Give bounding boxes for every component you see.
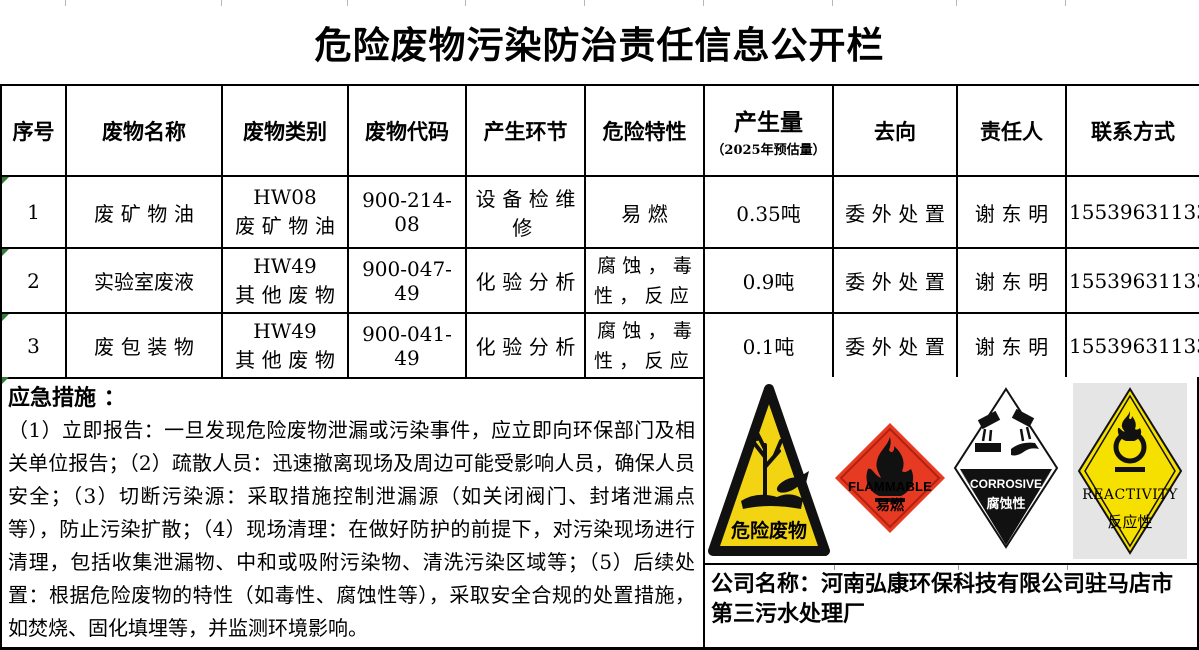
cell-corner-flag (3, 178, 9, 184)
hazardous-waste-sign-label: 危险废物 (730, 520, 807, 542)
table-row: 2 实验室废液 HW49 其他废物 900-047-49 化验分析 腐蚀，毒性，… (0, 247, 1199, 314)
gridline-stub (956, 0, 957, 6)
bottom-section: 应急措施 ： （1）立即报告：一旦发现危险废物泄漏或污染事件，应立即向环保部门及… (0, 377, 1199, 650)
header-waste-name: 废物名称 (65, 84, 223, 177)
header-contact: 联系方式 (1065, 84, 1199, 177)
cell-hazard-property: 腐蚀，毒性，反应 (584, 247, 705, 314)
gridline-stub (1065, 0, 1066, 6)
header-responsible: 责任人 (956, 84, 1067, 177)
header-amount: 产生量 （2025年预估量） (703, 84, 834, 177)
flammable-sign: FLAMMABLE 易燃 (833, 421, 947, 535)
cell-waste-category: HW49 其他废物 (221, 312, 349, 379)
cell-waste-code: 900-047-49 (347, 247, 467, 314)
cell-generation-stage: 化验分析 (465, 247, 586, 314)
cell-responsible: 谢东明 (956, 175, 1067, 249)
corrosive-diamond-icon (953, 387, 1059, 549)
company-name-panel: 公司名称：河南弘康环保科技有限公司驻马店市第三污水处理厂 (705, 563, 1197, 647)
waste-table: 序号 废物名称 废物类别 废物代码 产生环节 危险特性 产生量 （2025年预估… (0, 84, 1199, 379)
header-seq: 序号 (0, 84, 67, 177)
cell-waste-code: 900-214-08 (347, 175, 467, 249)
cell-amount: 0.35吨 (703, 175, 834, 249)
flammable-sign-label-zh: 易燃 (876, 498, 904, 514)
gridline-stub (465, 0, 466, 6)
gridline-stub (65, 0, 66, 6)
cell-seq: 2 (0, 247, 67, 314)
cell-responsible: 谢东明 (956, 312, 1067, 379)
page-title: 危险废物污染防治责任信息公开栏 (314, 23, 885, 67)
header-generation-stage: 产生环节 (465, 84, 586, 177)
cell-contact: 15539631133 (1065, 312, 1199, 379)
cell-destination: 委外处置 (832, 312, 958, 379)
header-amount-note: （2025年预估量） (711, 143, 826, 158)
cell-contact: 15539631133 (1065, 175, 1199, 249)
header-waste-category: 废物类别 (221, 84, 349, 177)
flammable-sign-label-en: FLAMMABLE (847, 479, 933, 494)
gridline-stub (834, 565, 835, 570)
cell-amount: 0.1吨 (703, 312, 834, 379)
cell-amount: 0.9吨 (703, 247, 834, 314)
hazardous-waste-sign: 危险废物 (707, 379, 831, 561)
table-header-row: 序号 废物名称 废物类别 废物代码 产生环节 危险特性 产生量 （2025年预估… (0, 84, 1199, 177)
gridline-stub (958, 565, 959, 570)
cell-corner-flag (3, 315, 9, 321)
cell-generation-stage: 化验分析 (465, 312, 586, 379)
cell-waste-code: 900-041-49 (347, 312, 467, 379)
reactivity-sign: REACTIVITY 反应性 (1073, 383, 1187, 559)
cell-destination: 委外处置 (832, 175, 958, 249)
cell-contact: 15539631133 (1065, 247, 1199, 314)
reactivity-sign-label-zh: 反应性 (1107, 513, 1153, 531)
signs-and-company: 危险废物 FLAMMABLE 易燃 (705, 377, 1197, 647)
hazard-signs-row: 危险废物 FLAMMABLE 易燃 (705, 377, 1197, 563)
cell-waste-name: 实验室废液 (65, 247, 223, 314)
company-name-text: 公司名称：河南弘康环保科技有限公司驻马店市第三污水处理厂 (711, 571, 1174, 627)
cell-waste-name: 废包装物 (65, 312, 223, 379)
flammable-diamond-icon (835, 423, 945, 533)
corrosive-sign: CORROSIVE 腐蚀性 (951, 385, 1061, 551)
cell-waste-category: HW08 废矿物油 (221, 175, 349, 249)
cell-seq: 3 (0, 312, 67, 379)
gridline-stub (347, 0, 348, 6)
reactivity-diamond-icon (1077, 387, 1183, 555)
cell-hazard-property: 易燃 (584, 175, 705, 249)
gridline-stub (1067, 565, 1068, 570)
emergency-body: （1）立即报告：一旦发现危险废物泄漏或污染事件，应立即向环保部门及相关单位报告；… (8, 418, 695, 640)
cell-hazard-property: 腐蚀，毒性，反应 (584, 312, 705, 379)
emergency-measures-panel: 应急措施 ： （1）立即报告：一旦发现危险废物泄漏或污染事件，应立即向环保部门及… (2, 377, 705, 647)
gridline-stub (832, 0, 833, 6)
cell-seq: 1 (0, 175, 67, 249)
corrosive-sign-label-zh: 腐蚀性 (986, 497, 1026, 512)
reactivity-sign-label-en: REACTIVITY (1082, 487, 1178, 503)
gridline-stub (221, 0, 222, 6)
cell-waste-category: HW49 其他废物 (221, 247, 349, 314)
table-row: 1 废矿物油 HW08 废矿物油 900-214-08 设备检维修 易燃 0.3… (0, 175, 1199, 249)
table-row: 3 废包装物 HW49 其他废物 900-041-49 化验分析 腐蚀，毒性，反… (0, 312, 1199, 379)
cell-waste-name: 废矿物油 (65, 175, 223, 249)
cell-corner-flag (2, 377, 9, 384)
cell-responsible: 谢东明 (956, 247, 1067, 314)
cell-corner-flag (3, 250, 9, 256)
cell-destination: 委外处置 (832, 247, 958, 314)
gridline-stub (584, 0, 585, 6)
hazardous-waste-triangle-icon (708, 384, 830, 556)
emergency-heading: 应急措施 ： (8, 385, 126, 411)
header-destination: 去向 (832, 84, 958, 177)
header-hazard-property: 危险特性 (584, 84, 705, 177)
header-waste-code: 废物代码 (347, 84, 467, 177)
title-band: 危险废物污染防治责任信息公开栏 (0, 0, 1199, 84)
gridline-stub (703, 0, 704, 6)
cell-generation-stage: 设备检维修 (465, 175, 586, 249)
corrosive-sign-label-en: CORROSIVE (969, 477, 1042, 491)
header-amount-main: 产生量 (734, 109, 803, 136)
